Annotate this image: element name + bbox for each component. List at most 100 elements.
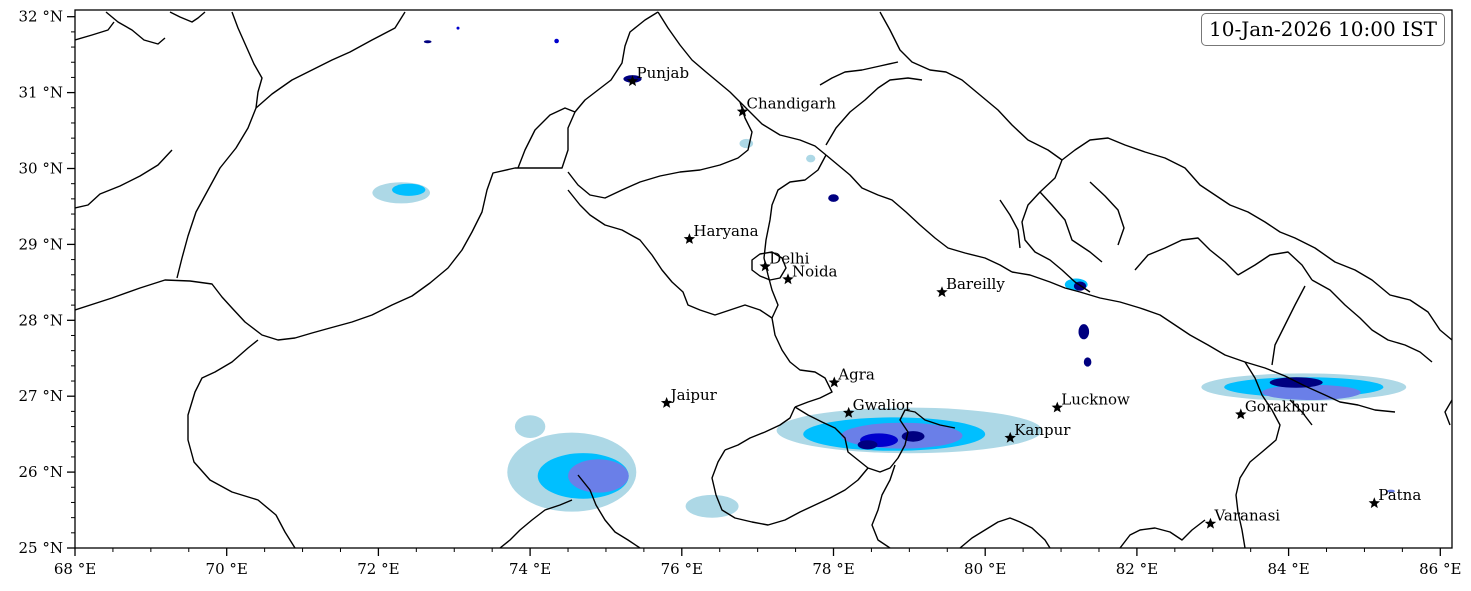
state-hp — [657, 11, 827, 156]
state-up-bihar-2 — [1289, 399, 1313, 426]
precip-cell — [1083, 357, 1092, 367]
state-haryana-up — [763, 154, 833, 408]
province-pk-3 — [255, 11, 406, 109]
border-north-kashmir — [169, 11, 206, 23]
city-star-marker — [736, 105, 749, 117]
province-pk-4 — [75, 149, 173, 209]
state-raj-south — [577, 474, 641, 548]
precip-cell — [901, 431, 925, 442]
nepal-north-border — [1061, 137, 1452, 341]
timestamp-box: 10-Jan-2026 10:00 IST — [1201, 13, 1445, 46]
precip-cell — [423, 40, 432, 44]
precip-cell — [568, 459, 629, 493]
city-label: Varanasi — [1213, 507, 1280, 525]
precip-cell — [514, 415, 546, 438]
axis-ticks: 68 °E 70 °E 72 °E 74 °E 76 °E 78 °E 80 °E 82 °E… — [19, 8, 1462, 578]
lat-tick-label: 32 °N — [19, 8, 63, 26]
precip-cell — [554, 38, 559, 44]
precipitation-layer — [372, 26, 1407, 518]
nepal-province-5 — [1271, 285, 1306, 366]
state-raj-guj — [499, 499, 573, 548]
state-punjab-haryana — [517, 107, 576, 169]
state-punjab-haryana-2 — [567, 101, 753, 199]
city-star-marker — [1204, 517, 1217, 529]
lon-tick-label: 86 °E — [1419, 560, 1461, 578]
precip-cell — [739, 138, 754, 149]
city-label: Agra — [837, 366, 875, 384]
lon-tick-label: 80 °E — [964, 560, 1006, 578]
precip-cell — [806, 154, 816, 163]
lat-tick-label: 26 °N — [19, 463, 63, 481]
state-rajasthan-gujarat — [187, 339, 296, 548]
lon-tick-label: 68 °E — [54, 560, 96, 578]
lon-tick-label: 84 °E — [1267, 560, 1309, 578]
city-star-marker — [626, 75, 639, 87]
boundary-lines — [75, 11, 1452, 548]
city-star-marker — [1004, 431, 1016, 443]
nepal-province-2 — [1134, 237, 1239, 276]
lon-tick-label: 76 °E — [661, 560, 703, 578]
border-north-3 — [105, 11, 166, 45]
nepal-west-border — [1021, 159, 1091, 293]
city-label: Bareilly — [946, 275, 1005, 293]
state-uttarakhand — [825, 154, 1013, 273]
precip-cell — [392, 183, 426, 196]
nepal-province-3 — [1237, 251, 1313, 281]
state-up-mp — [794, 406, 956, 473]
lon-tick-label: 72 °E — [357, 560, 399, 578]
state-uk-2 — [825, 77, 923, 146]
lon-tick-label: 78 °E — [812, 560, 854, 578]
lat-tick-label: 28 °N — [19, 311, 63, 329]
precip-cell — [1078, 324, 1090, 340]
precip-cell — [1262, 384, 1361, 400]
city-label: Chandigarh — [746, 95, 836, 113]
city-star-marker — [683, 233, 696, 244]
lon-tick-label: 70 °E — [206, 560, 248, 578]
precip-cell — [1269, 377, 1323, 388]
nepal-province-6 — [999, 199, 1021, 249]
state-raj-mp-2 — [711, 449, 869, 526]
nepal-province-4 — [1311, 279, 1433, 363]
nepal-province-1 — [1089, 181, 1125, 246]
border-north-2 — [231, 11, 263, 109]
city-star-marker — [660, 397, 673, 408]
nepal-province-7 — [1039, 191, 1103, 263]
city-star-marker — [843, 406, 855, 418]
precip-cell — [1387, 489, 1395, 493]
province-pk-2 — [176, 107, 257, 279]
city-label: Haryana — [693, 222, 758, 240]
state-haryana-rajasthan — [567, 189, 773, 319]
state-up-mp-3 — [1119, 519, 1206, 548]
city-label: Patna — [1378, 486, 1421, 504]
city-star-marker — [1368, 497, 1380, 509]
city-label: Gwalior — [853, 396, 913, 414]
lon-tick-label: 82 °E — [1116, 560, 1158, 578]
state-bihar-jh — [1444, 399, 1452, 426]
lat-tick-label: 31 °N — [19, 84, 63, 102]
intl-border-west — [75, 11, 659, 341]
state-raj-mp — [724, 406, 796, 451]
city-label: Gorakhpur — [1245, 397, 1328, 415]
state-mp-east — [959, 517, 1051, 548]
precip-cell — [456, 26, 460, 30]
city-star-marker — [1051, 401, 1063, 413]
timestamp-label: 10-Jan-2026 10:00 IST — [1209, 17, 1437, 41]
city-label: Noida — [792, 262, 838, 280]
city-star-marker — [1235, 408, 1247, 420]
nepal-south-border — [1011, 271, 1396, 413]
state-up-mp-2 — [871, 464, 896, 548]
state-delhi — [751, 251, 787, 281]
plot-frame — [74, 9, 1453, 549]
precip-cell — [857, 440, 878, 450]
province-pk-1 — [75, 21, 115, 41]
city-label: Punjab — [636, 64, 689, 82]
lat-tick-label: 27 °N — [19, 387, 63, 405]
state-uk-3 — [819, 61, 899, 86]
lat-tick-label: 25 °N — [19, 539, 63, 557]
city-star-marker — [782, 273, 794, 285]
lat-tick-label: 30 °N — [19, 160, 63, 178]
city-star-marker — [936, 286, 948, 298]
lat-tick-label: 29 °N — [19, 235, 63, 253]
city-label: Lucknow — [1061, 391, 1130, 409]
